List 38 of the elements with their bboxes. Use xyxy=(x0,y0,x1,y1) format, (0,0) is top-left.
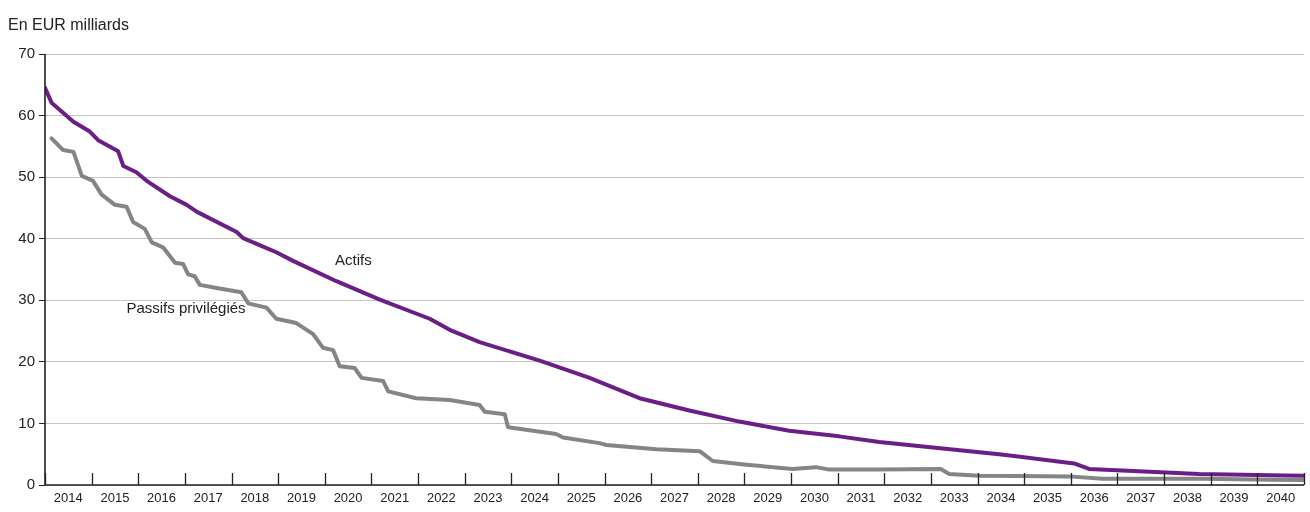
x-tick-label: 2030 xyxy=(799,490,829,506)
x-tick-label: 2038 xyxy=(1172,490,1202,506)
x-tick-label: 2017 xyxy=(193,490,223,506)
y-tick-label: 0 xyxy=(26,475,35,493)
x-tick-label: 2028 xyxy=(706,490,736,506)
x-tick-label: 2024 xyxy=(520,490,550,506)
x-tick-label: 2034 xyxy=(986,490,1016,506)
x-tick-label: 2036 xyxy=(1079,490,1109,506)
y-tick-label: 70 xyxy=(18,44,35,62)
x-tick-label: 2029 xyxy=(753,490,783,506)
x-tick-label: 2026 xyxy=(613,490,643,506)
x-tick-label: 2021 xyxy=(380,490,410,506)
x-tick-label: 2037 xyxy=(1126,490,1156,506)
x-tick-label: 2019 xyxy=(287,490,316,506)
x-tick-label: 2039 xyxy=(1219,490,1249,506)
x-tick-label: 2022 xyxy=(426,490,456,506)
x-tick-label: 2018 xyxy=(240,490,270,506)
x-tick-label: 2020 xyxy=(333,490,363,506)
y-tick-label: 30 xyxy=(18,290,35,308)
x-tick-label: 2040 xyxy=(1266,490,1296,506)
series-label: Actifs xyxy=(335,251,372,269)
x-tick-label: 2032 xyxy=(893,490,923,506)
y-tick-label: 40 xyxy=(18,228,35,246)
x-tick-label: 2035 xyxy=(1033,490,1062,506)
series-label: Passifs privilégiés xyxy=(126,298,246,316)
x-tick-label: 2023 xyxy=(473,490,503,506)
x-tick-label: 2031 xyxy=(846,490,876,506)
x-tick-label: 2015 xyxy=(100,490,130,506)
y-tick-label: 20 xyxy=(18,352,35,369)
y-tick-label: 60 xyxy=(18,105,35,123)
x-tick-label: 2016 xyxy=(147,490,177,506)
x-tick-label: 2025 xyxy=(566,490,596,506)
y-tick-label: 50 xyxy=(18,167,35,185)
x-tick-label: 2027 xyxy=(660,490,689,506)
y-tick-label: 10 xyxy=(18,413,35,431)
x-tick-label: 2014 xyxy=(53,490,83,506)
y-axis-title: En EUR milliards xyxy=(8,16,129,34)
x-tick-label: 2033 xyxy=(939,490,969,506)
